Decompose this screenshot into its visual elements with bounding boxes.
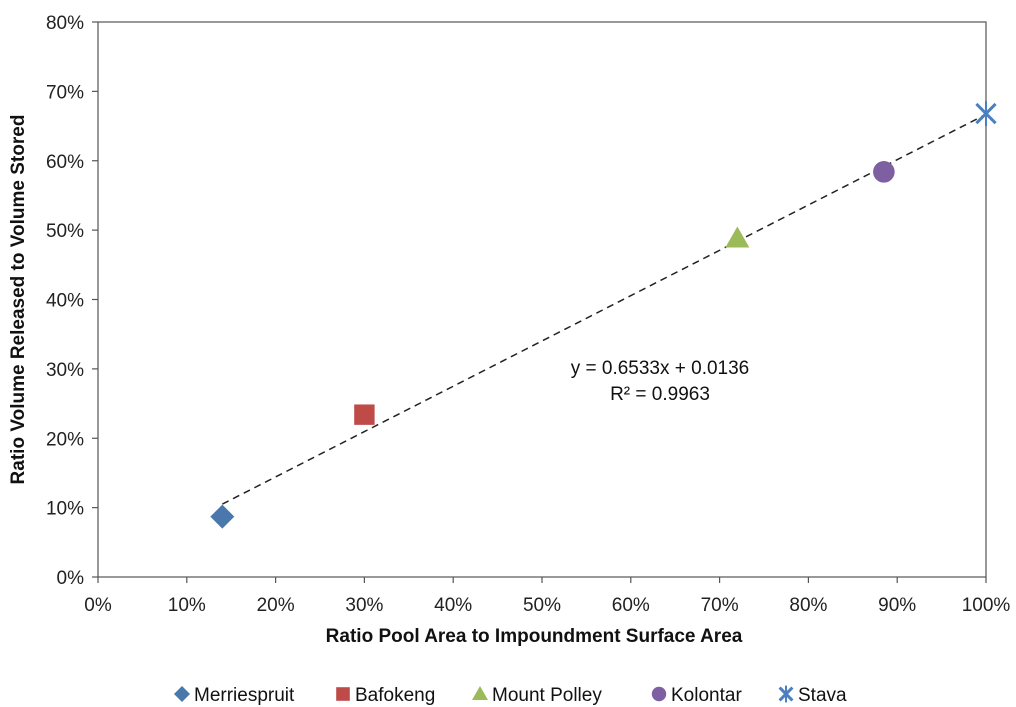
y-tick-label: 60% xyxy=(46,152,84,173)
y-tick-label: 40% xyxy=(46,291,84,312)
y-tick-label: 20% xyxy=(46,429,84,450)
x-tick-label: 100% xyxy=(962,595,1011,616)
y-tick-label: 50% xyxy=(46,221,84,242)
y-tick-label: 30% xyxy=(46,360,84,381)
legend-label-merriespruit: Merriespruit xyxy=(194,685,295,706)
x-tick-label: 50% xyxy=(523,595,561,616)
legend-label-kolontar: Kolontar xyxy=(671,685,742,706)
x-axis-title: Ratio Pool Area to Impoundment Surface A… xyxy=(326,626,743,647)
legend-marker-merriespruit xyxy=(174,686,190,702)
data-point-stava xyxy=(975,100,997,127)
legend-marker-mount-polley xyxy=(472,686,488,700)
legend-label-bafokeng: Bafokeng xyxy=(355,685,435,706)
x-tick-label: 90% xyxy=(878,595,916,616)
trendline-path xyxy=(221,113,987,505)
axes: 0% 10% 20% 30% 40% 50% 60% 70% 80% 90% 100% 0% 10% 20… xyxy=(46,13,1010,616)
x-tick-label: 20% xyxy=(257,595,295,616)
y-tick-label: 10% xyxy=(46,499,84,520)
x-tick-label: 60% xyxy=(612,595,650,616)
y-tick-label: 0% xyxy=(57,568,85,589)
trendline-r-squared: R² = 0.9963 xyxy=(610,384,710,405)
legend-marker-stava xyxy=(778,685,794,703)
data-point-kolontar xyxy=(873,161,895,183)
y-tick-label: 80% xyxy=(46,13,84,34)
trendline xyxy=(221,113,987,505)
data-points xyxy=(210,100,997,529)
data-point-mount-polley xyxy=(725,226,750,248)
legend-label-stava: Stava xyxy=(798,685,847,706)
legend: Merriespruit Bafokeng Mount Polley Kolontar… xyxy=(174,685,847,706)
y-axis-title: Ratio Volume Released to Volume Stored xyxy=(8,115,29,485)
plot-area-frame xyxy=(97,21,987,578)
trendline-equation: y = 0.6533x + 0.0136 xyxy=(571,358,750,379)
data-point-bafokeng xyxy=(354,404,375,425)
x-tick-label: 80% xyxy=(789,595,827,616)
y-tick-label: 70% xyxy=(46,82,84,103)
x-tick-label: 70% xyxy=(701,595,739,616)
legend-marker-kolontar xyxy=(651,686,667,702)
x-tick-label: 40% xyxy=(434,595,472,616)
x-tick-label: 30% xyxy=(345,595,383,616)
legend-label-mount-polley: Mount Polley xyxy=(492,685,602,706)
legend-marker-bafokeng xyxy=(336,687,350,701)
data-point-merriespruit xyxy=(210,504,235,529)
x-tick-label: 10% xyxy=(168,595,206,616)
x-tick-label: 0% xyxy=(84,595,112,616)
